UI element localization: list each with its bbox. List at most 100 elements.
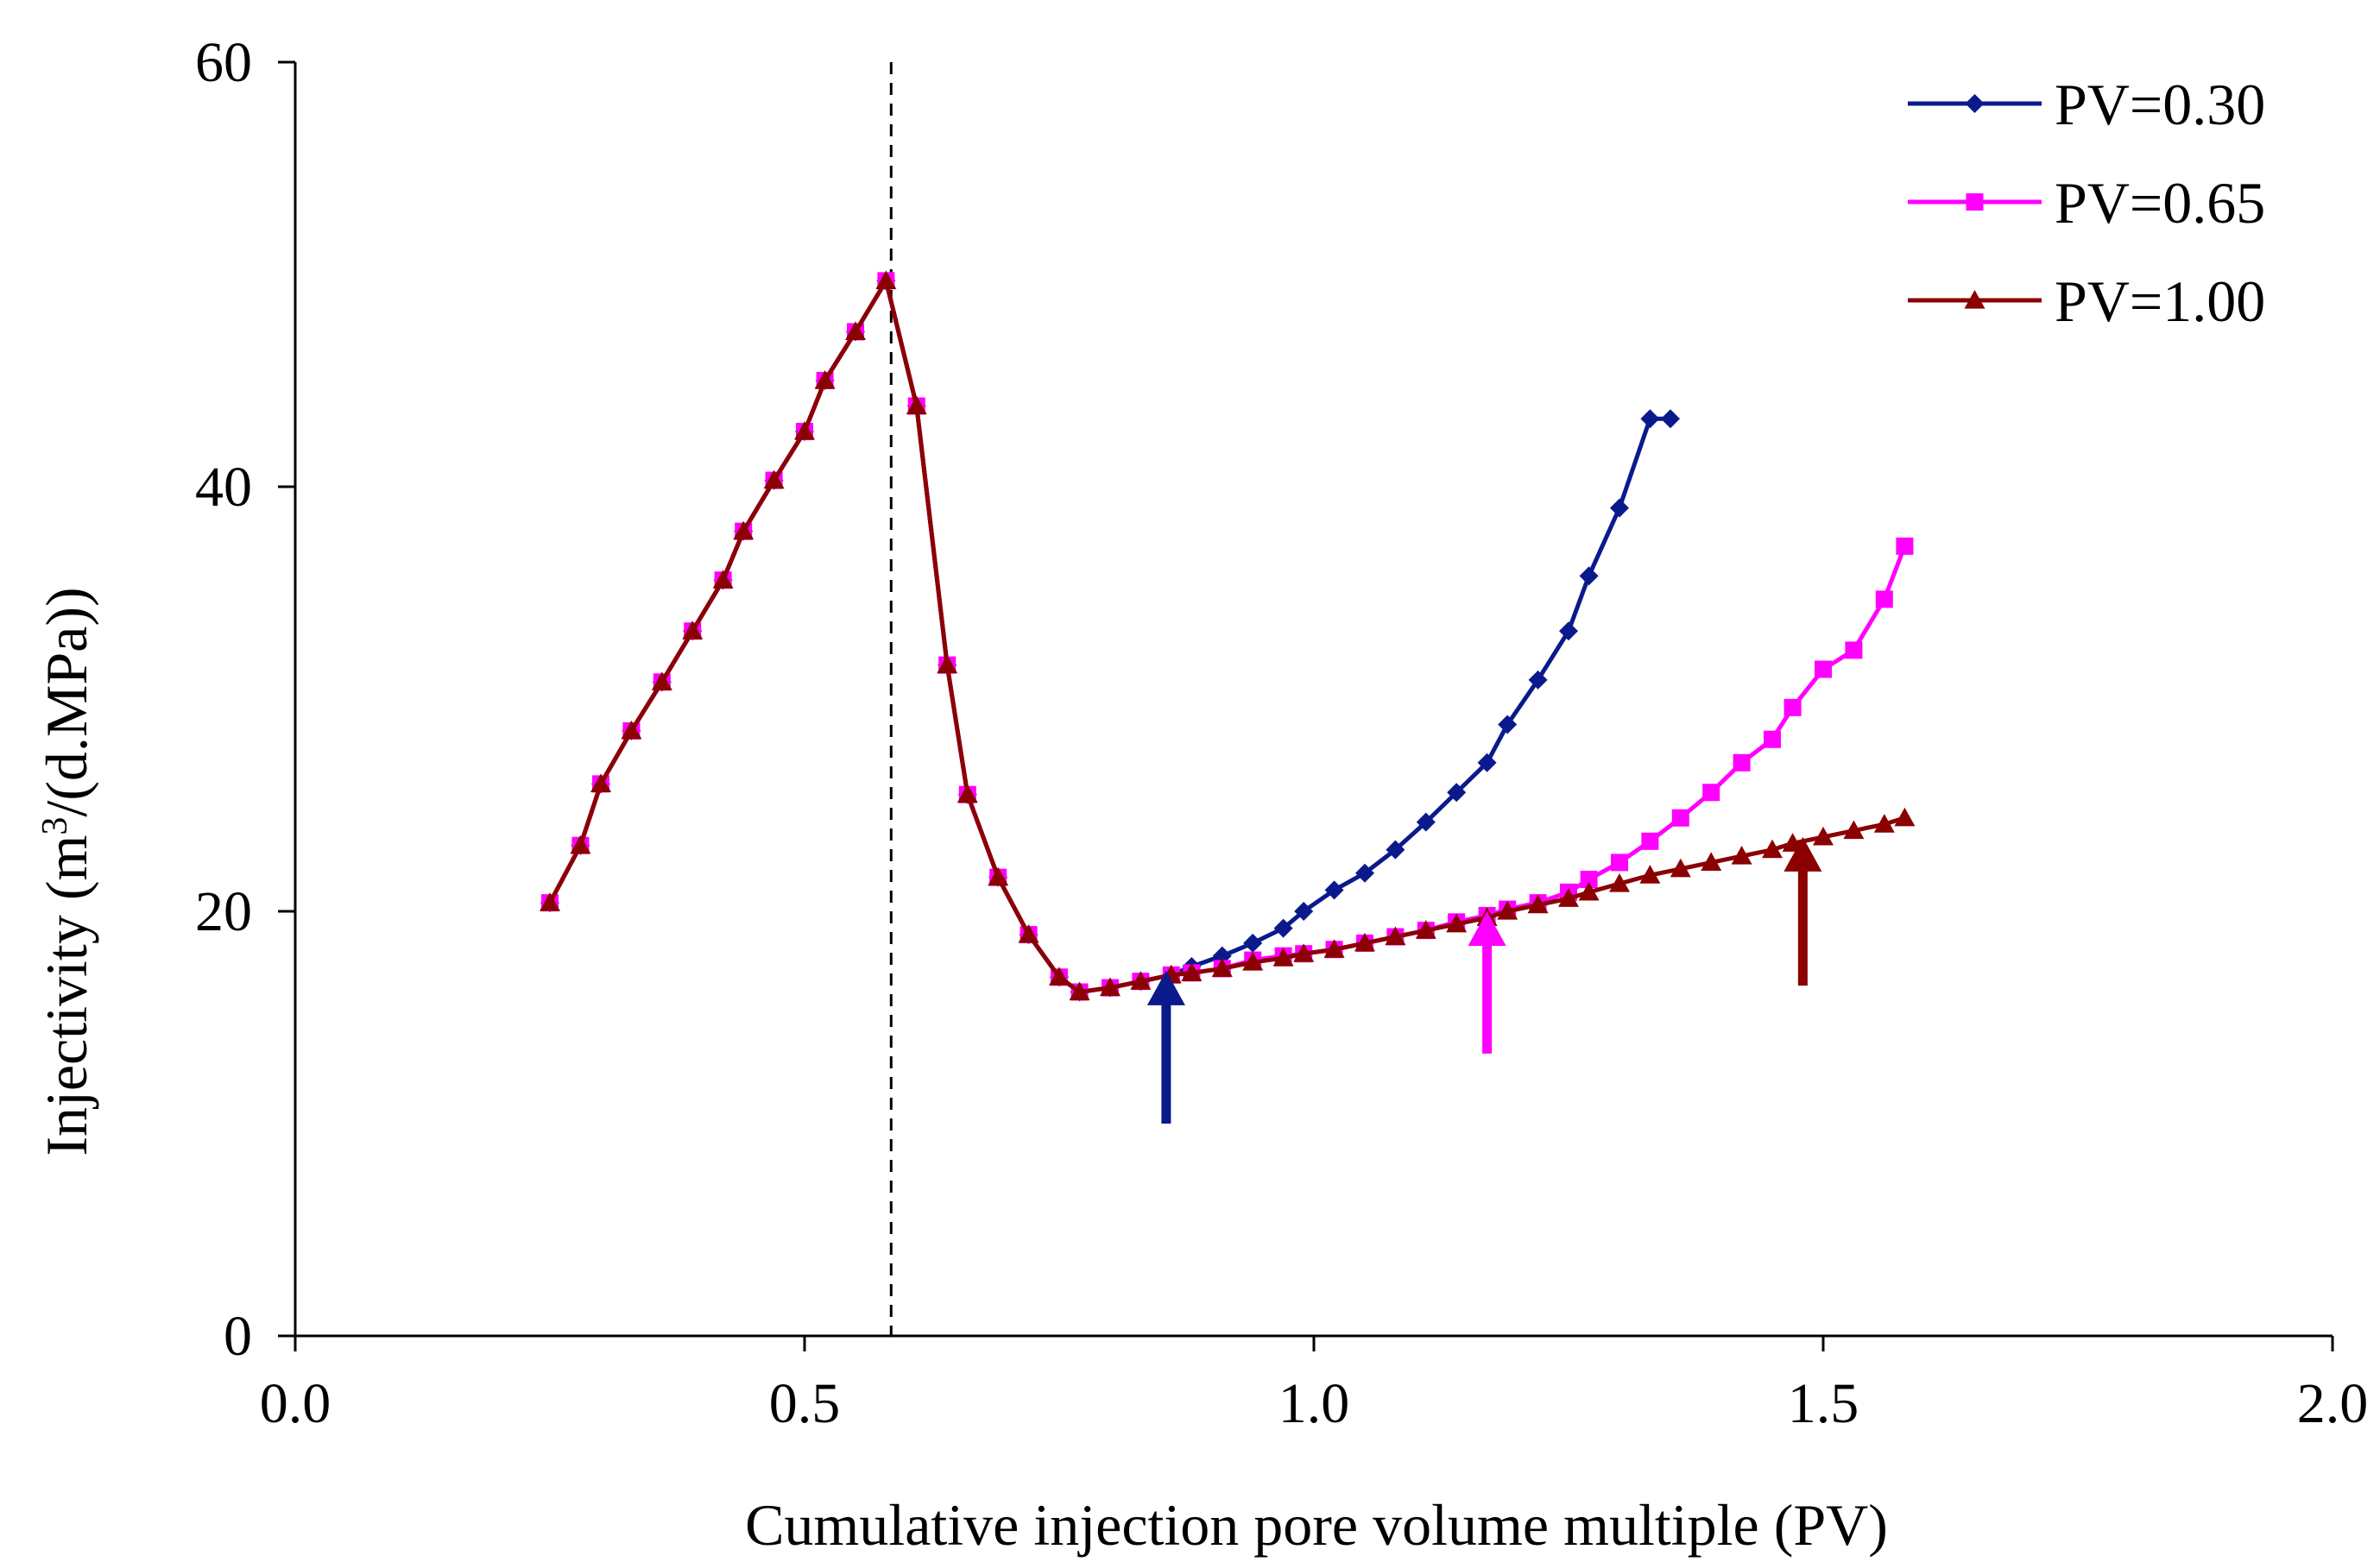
data-point (814, 370, 836, 389)
data-point (1355, 863, 1374, 883)
data-point (1273, 918, 1293, 938)
data-point (1324, 880, 1344, 900)
data-point (570, 835, 591, 854)
data-point (1447, 783, 1467, 803)
arrow-head-2 (1468, 911, 1506, 946)
data-point (1641, 832, 1659, 850)
series-line-2 (547, 278, 1907, 994)
data-point (1670, 858, 1691, 878)
x-axis-title: Cumulative injection pore volume multipl… (745, 1492, 1888, 1558)
data-point (1558, 888, 1579, 907)
legend: PV=0.30 PV=0.65 PV=1.00 (1908, 72, 2265, 334)
data-point (988, 866, 1009, 886)
data-point (1354, 932, 1375, 952)
data-point (682, 620, 704, 639)
data-point (1875, 590, 1893, 608)
data-point (1293, 943, 1315, 962)
data-point (1294, 902, 1314, 921)
data-point (1527, 894, 1549, 914)
data-point (1640, 409, 1660, 429)
data-point (1661, 409, 1680, 429)
data-point (1578, 881, 1600, 901)
legend-marker (1965, 94, 1985, 113)
data-point (1498, 715, 1518, 734)
arrow-head-1 (1146, 970, 1185, 1005)
data-point (1610, 498, 1629, 518)
data-point (1242, 952, 1264, 971)
y-axis-title: Injectivity (m3/(d.MPa)) (34, 587, 99, 1156)
legend-marker (1966, 193, 1984, 211)
data-point (1815, 660, 1832, 678)
data-point (845, 321, 866, 341)
data-point (1069, 981, 1090, 1001)
x-tick-label: 0.5 (769, 1372, 841, 1435)
series-line-3 (547, 278, 1906, 994)
data-point (906, 395, 927, 415)
data-point (937, 654, 958, 674)
data-point (1896, 537, 1914, 555)
y-axis-title-sup: 3 (35, 817, 75, 835)
x-tick-label: 0.0 (260, 1372, 331, 1435)
data-point (1894, 807, 1916, 827)
data-point (733, 520, 754, 540)
y-axis-title-tail: /(d.MPa)) (34, 587, 99, 816)
data-point (1385, 926, 1406, 946)
data-point (875, 270, 897, 289)
data-point (794, 421, 815, 440)
data-point (712, 570, 734, 589)
data-point (1783, 698, 1802, 716)
data-point (1701, 852, 1722, 872)
legend-label: PV=0.30 (2055, 72, 2265, 137)
data-point (1386, 840, 1405, 860)
data-point (1731, 846, 1752, 865)
data-point (1559, 621, 1578, 641)
data-point (1873, 814, 1895, 833)
data-point (1733, 753, 1751, 772)
data-point (1272, 948, 1294, 967)
data-point (1639, 865, 1661, 884)
y-axis-title-main: Injectivity (m (34, 835, 99, 1156)
data-point (1181, 962, 1203, 981)
data-point (1843, 820, 1865, 840)
data-point (1579, 566, 1599, 586)
data-point (1100, 977, 1121, 997)
plot-area (540, 62, 1916, 1336)
data-point (1416, 812, 1436, 832)
data-point (1762, 839, 1783, 859)
data-point (1415, 920, 1436, 939)
data-point (1702, 784, 1720, 802)
x-tick-label: 2.0 (2297, 1372, 2369, 1435)
series-line-1 (547, 278, 1670, 994)
legend-label: PV=0.65 (2055, 170, 2265, 236)
x-tick-label: 1.5 (1788, 1372, 1859, 1435)
data-point (1845, 641, 1863, 659)
data-point (1609, 873, 1630, 892)
data-point (1611, 853, 1628, 872)
data-point (621, 720, 642, 740)
y-tick-label: 0 (224, 1305, 252, 1368)
data-point (1243, 933, 1263, 953)
data-point (956, 784, 978, 803)
data-point (1671, 809, 1689, 827)
y-tick-label: 60 (195, 31, 252, 94)
axes: Cumulative injection pore volume multipl… (34, 31, 2368, 1558)
data-point (1323, 939, 1345, 958)
legend-marker (1964, 290, 1985, 309)
legend-label: PV=1.00 (2055, 268, 2265, 334)
data-point (590, 773, 611, 792)
x-tick-label: 1.0 (1278, 1372, 1350, 1435)
data-point (1018, 924, 1039, 943)
arrow-head-3 (1783, 836, 1822, 872)
data-point (1528, 670, 1548, 690)
data-point (1497, 901, 1518, 920)
data-point (1813, 826, 1834, 846)
data-point (1580, 871, 1598, 889)
data-point (651, 671, 672, 690)
data-point (540, 892, 560, 911)
y-tick-label: 20 (195, 880, 252, 943)
data-point (1049, 967, 1070, 986)
data-point (1130, 971, 1152, 990)
data-point (1764, 730, 1781, 748)
